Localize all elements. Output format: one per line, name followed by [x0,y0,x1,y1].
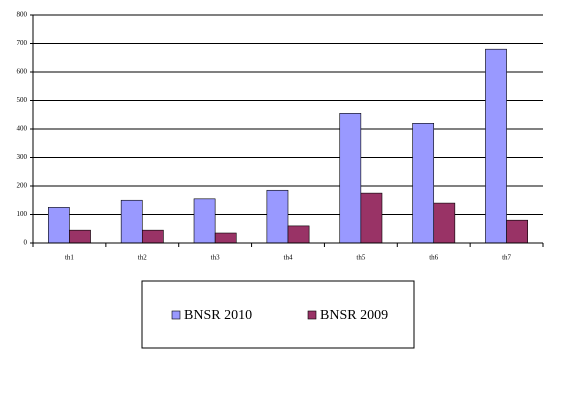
legend-label: BNSR 2010 [184,308,252,323]
bar [120,199,143,244]
bar [193,198,216,244]
x-tick-label: th3 [211,254,220,262]
y-tick-label: 500 [17,96,28,104]
x-tick-label: th7 [502,254,511,262]
bar [214,232,237,244]
y-tick-label: 700 [17,39,28,47]
bar [485,48,507,244]
bar [266,189,289,244]
x-tick-label: th4 [284,254,293,262]
y-tick-label: 100 [17,210,28,218]
bar [47,207,70,244]
y-tick-label: 800 [17,11,28,19]
bar [69,229,91,244]
bar [433,202,456,244]
y-tick-label: 400 [17,125,28,133]
bar [141,229,164,244]
legend-label: BNSR 2009 [320,308,388,323]
bar [506,219,529,244]
x-tick-label: th2 [138,254,147,262]
legend-box [141,280,415,349]
bar [339,113,362,244]
y-tick-label: 200 [17,182,28,190]
x-tick-label: th5 [356,254,365,262]
y-tick-label: 600 [17,68,28,76]
x-tick-label: th1 [65,254,74,262]
y-tick-label: 300 [17,153,28,161]
y-tick-label: 0 [24,239,28,247]
bar [360,192,383,244]
legend-swatch [307,310,317,320]
bar [287,225,310,244]
bar [412,123,435,244]
x-tick-label: th6 [429,254,438,262]
legend-swatch [171,310,181,320]
